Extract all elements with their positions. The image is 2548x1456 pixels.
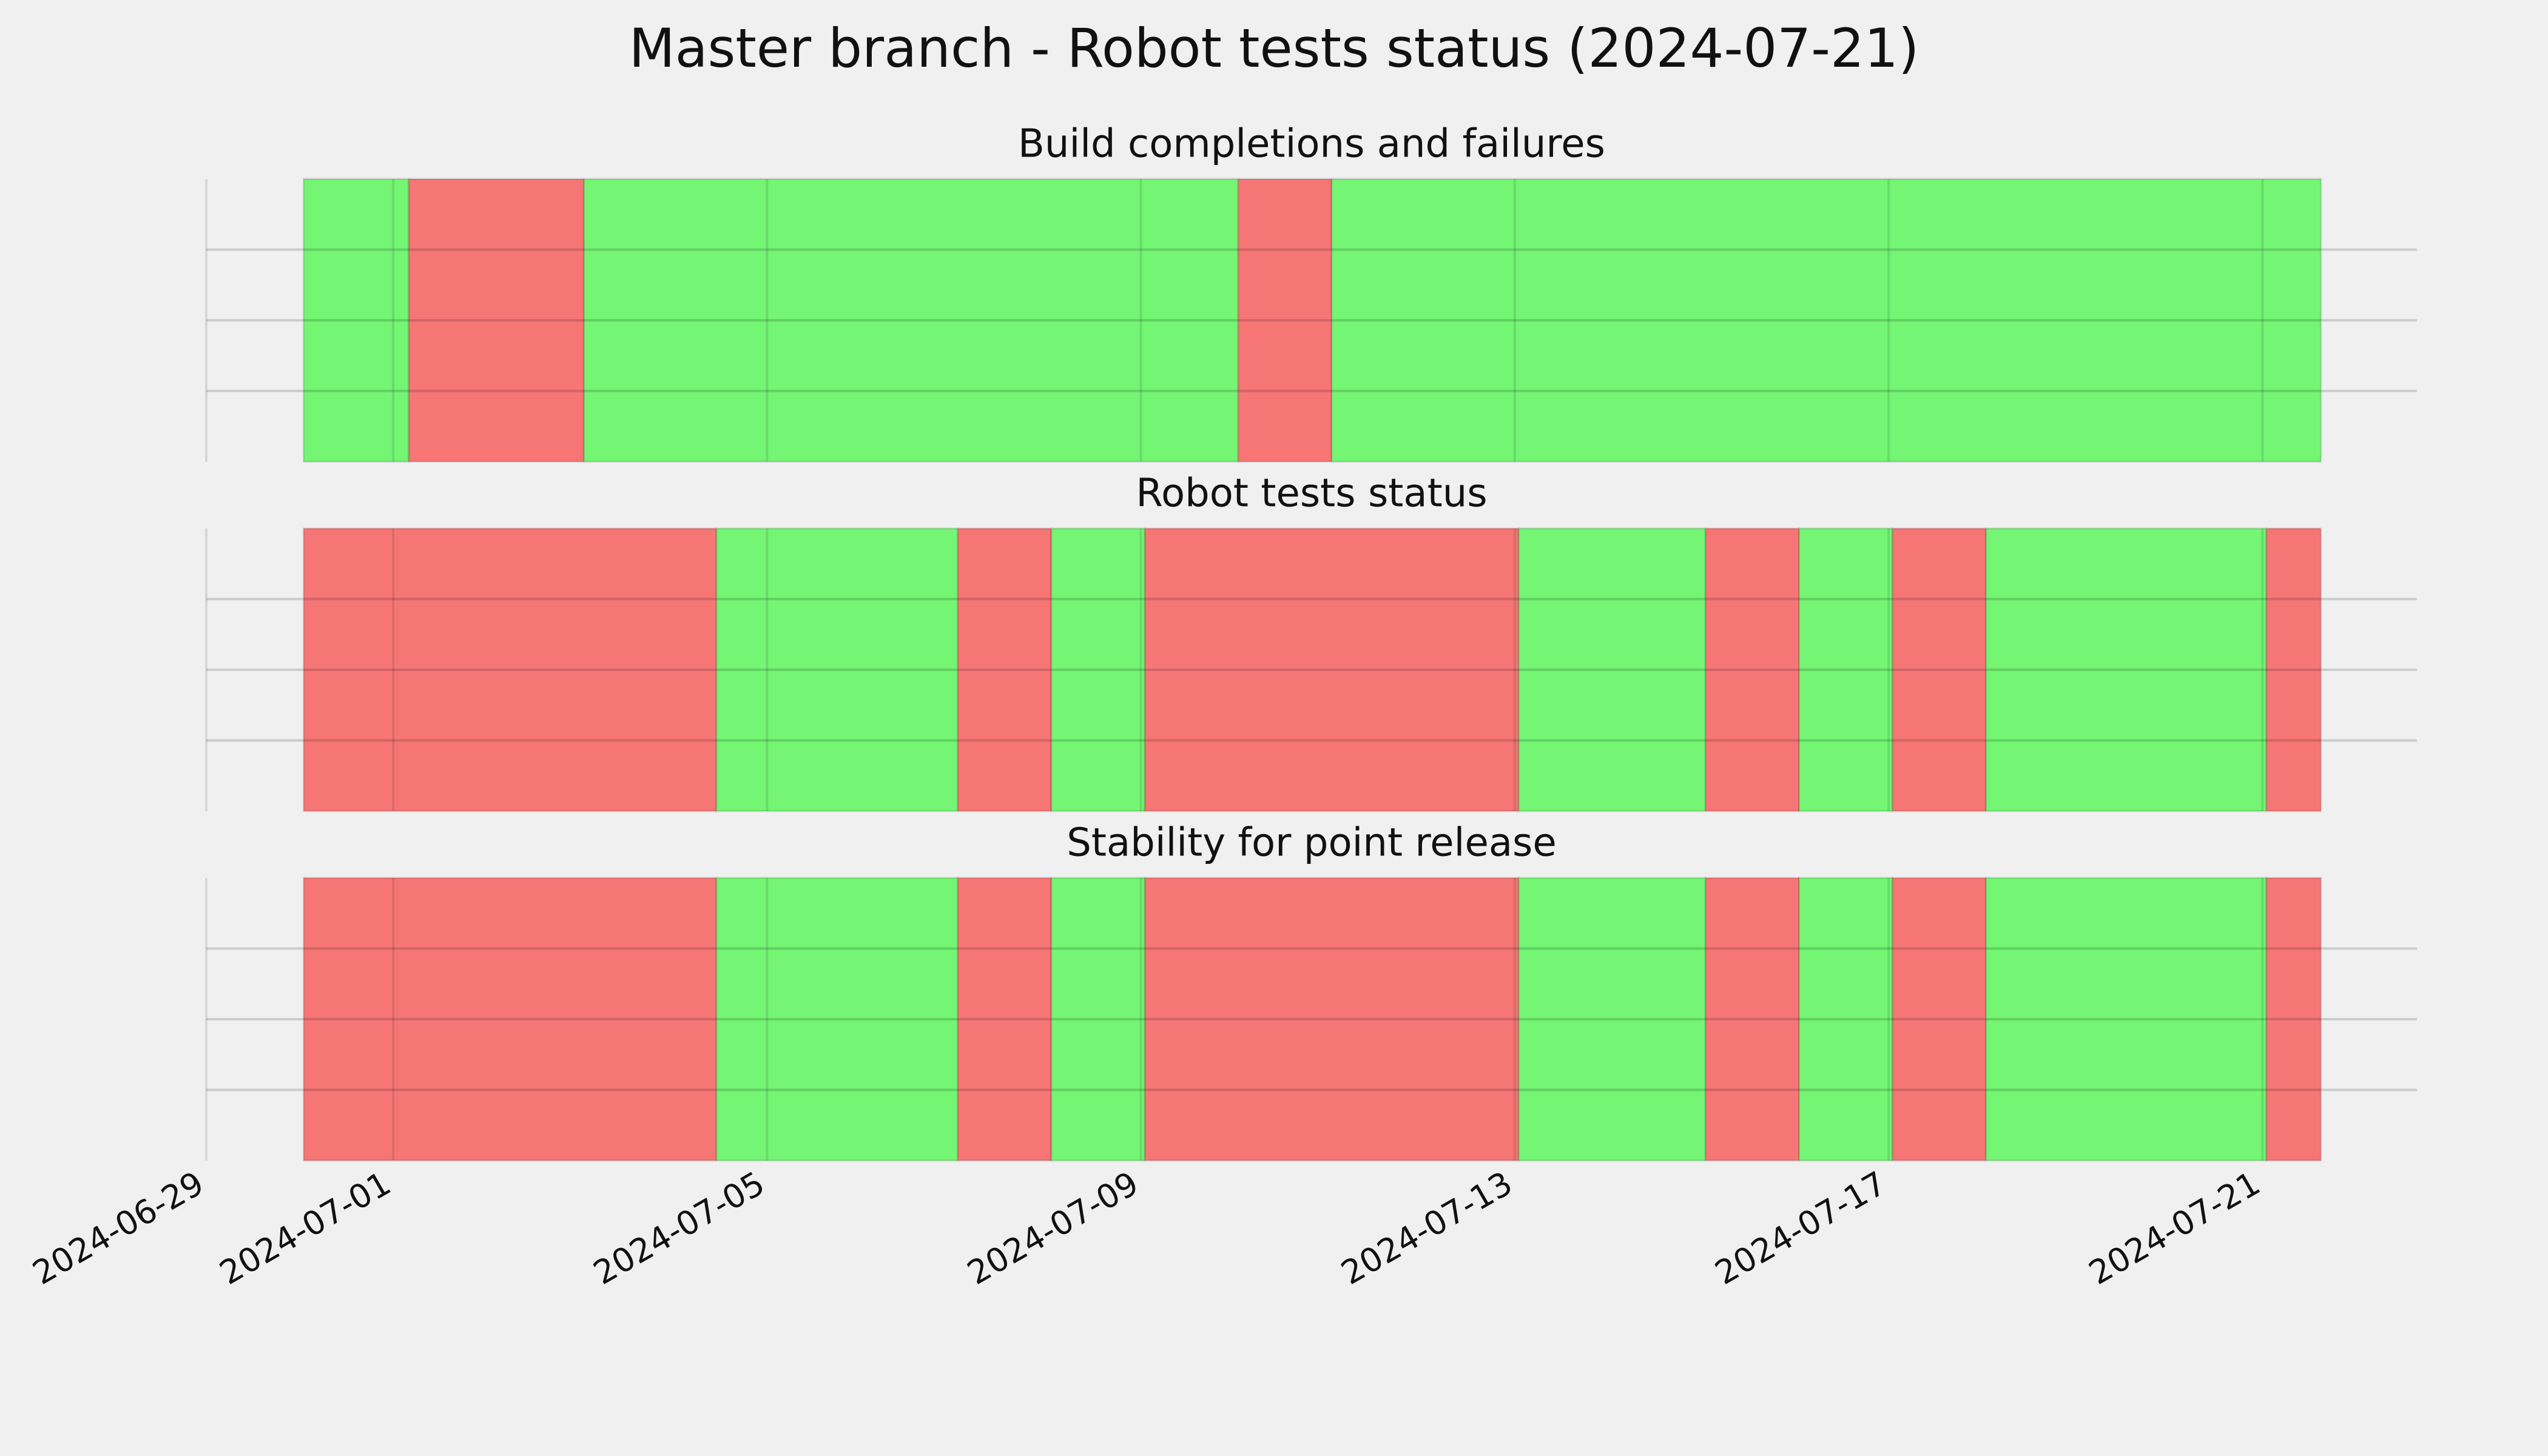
chart-title: Master branch - Robot tests status (2024…	[629, 17, 1919, 79]
status-segment	[1798, 877, 1894, 1162]
status-segment	[1517, 527, 1707, 812]
status-segment	[1517, 877, 1707, 1162]
status-segment	[1892, 877, 1987, 1162]
status-segment	[1985, 877, 2268, 1162]
status-segment	[302, 527, 718, 812]
status-segment	[1704, 877, 1800, 1162]
status-segment	[302, 877, 718, 1162]
status-segment	[715, 877, 959, 1162]
status-segment	[715, 527, 959, 812]
panel-title: Robot tests status	[1136, 471, 1487, 516]
status-segment	[1798, 527, 1894, 812]
status-segment	[1144, 877, 1520, 1162]
status-segment	[1330, 178, 2322, 463]
status-segment	[2265, 527, 2322, 812]
panel-title: Build completions and failures	[1018, 122, 1605, 167]
status-segment	[1985, 527, 2268, 812]
status-segment	[302, 178, 410, 463]
status-segment	[1237, 178, 1333, 463]
status-segment	[1144, 527, 1520, 812]
status-segment	[1892, 527, 1987, 812]
status-segment	[583, 178, 1239, 463]
status-segment	[408, 178, 585, 463]
status-segment	[1050, 527, 1146, 812]
status-segment	[2265, 877, 2322, 1162]
status-segment	[1050, 877, 1146, 1162]
panel-title: Stability for point release	[1067, 821, 1557, 866]
